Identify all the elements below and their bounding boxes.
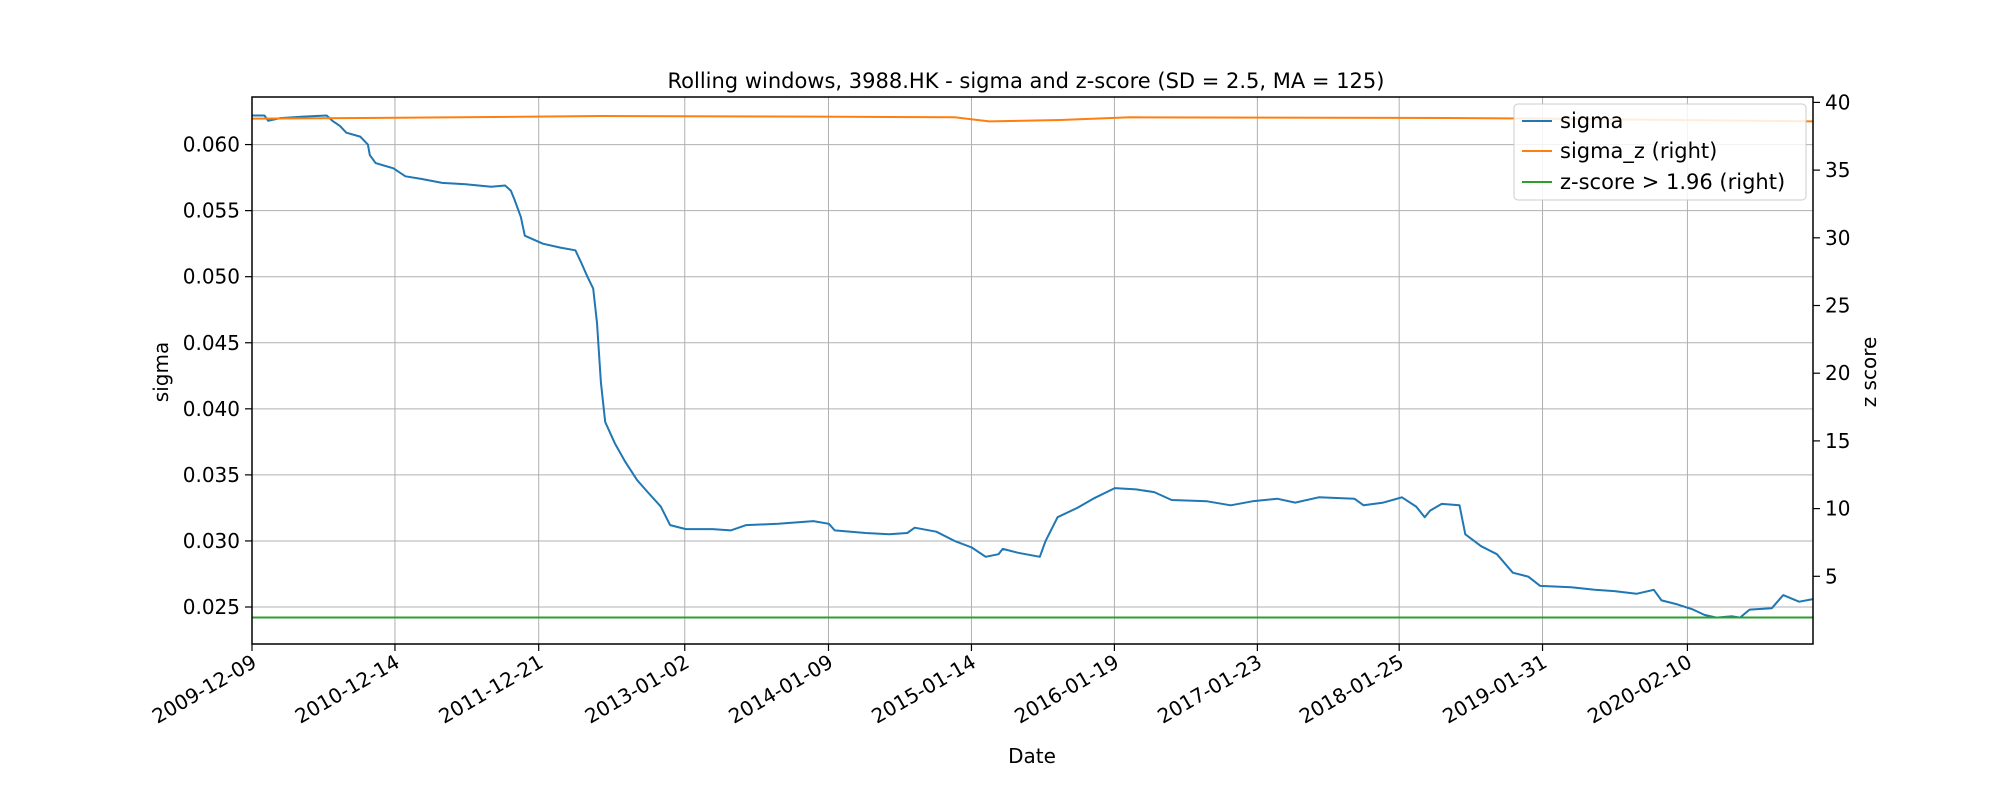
y-tick-label: 0.050 [183,265,240,289]
y-tick-label: 0.045 [183,331,240,355]
y2-tick-label: 20 [1825,361,1850,385]
y-tick-label: 0.040 [183,397,240,421]
y-tick-label: 0.025 [183,595,240,619]
y-axis-label: sigma [149,342,173,402]
legend-label-threshold: z-score > 1.96 (right) [1560,170,1785,194]
plot-series [251,114,1814,619]
plot-frame [251,96,1814,645]
y2-tick-label: 40 [1825,90,1850,114]
legend-label-sigma-z: sigma_z (right) [1560,139,1717,164]
y-tick-label: 0.055 [183,199,240,223]
y-axis-right: 5 10 15 20 25 30 35 40 [1813,90,1850,588]
y2-tick-label: 10 [1825,497,1850,521]
x-axis-label: Date [1008,744,1056,768]
legend-label-sigma: sigma [1560,109,1623,133]
y-tick-label: 0.030 [183,529,240,553]
series-line-sigma [252,114,1814,619]
chart-title: Rolling windows, 3988.HK - sigma and z-s… [668,69,1385,93]
y-axis-left: 0.025 0.030 0.035 0.040 0.045 0.050 0.055 0.060 [183,133,252,619]
y2-tick-label: 35 [1825,158,1850,182]
y-tick-label: 0.035 [183,463,240,487]
series-line-sigma-z [251,115,1814,123]
legend-box [1513,103,1807,201]
y2-tick-label: 30 [1825,226,1850,250]
y-tick-label: 0.060 [183,133,240,157]
legend: sigma sigma_z (right) z-score > 1.96 (ri… [1513,103,1807,201]
y2-tick-label: 5 [1825,564,1838,588]
y2-axis-label: z score [1857,337,1881,408]
y2-tick-label: 15 [1825,429,1850,453]
y2-tick-label: 25 [1825,294,1850,318]
